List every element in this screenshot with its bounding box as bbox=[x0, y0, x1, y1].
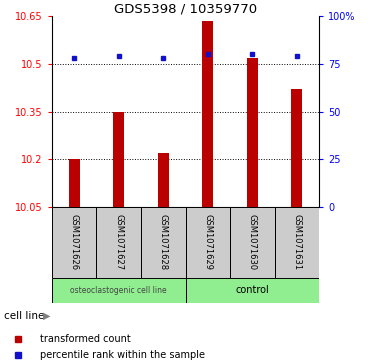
Bar bbox=[202, 21, 213, 207]
Text: GSM1071628: GSM1071628 bbox=[159, 214, 168, 270]
Text: GSM1071627: GSM1071627 bbox=[114, 214, 123, 270]
Text: control: control bbox=[236, 285, 269, 295]
Bar bbox=[52, 207, 96, 278]
Bar bbox=[96, 207, 141, 278]
Bar bbox=[186, 278, 319, 303]
Text: GSM1071629: GSM1071629 bbox=[203, 214, 212, 270]
Bar bbox=[186, 207, 230, 278]
Bar bbox=[113, 112, 124, 207]
Bar bbox=[247, 58, 258, 207]
Text: cell line: cell line bbox=[4, 311, 44, 321]
Text: osteoclastogenic cell line: osteoclastogenic cell line bbox=[70, 286, 167, 295]
Text: transformed count: transformed count bbox=[40, 334, 131, 344]
Bar bbox=[141, 207, 186, 278]
Bar bbox=[230, 207, 275, 278]
Text: GSM1071631: GSM1071631 bbox=[292, 214, 301, 270]
Text: percentile rank within the sample: percentile rank within the sample bbox=[40, 350, 206, 360]
Bar bbox=[158, 153, 169, 207]
Bar bbox=[275, 207, 319, 278]
Text: GSM1071626: GSM1071626 bbox=[70, 214, 79, 270]
Title: GDS5398 / 10359770: GDS5398 / 10359770 bbox=[114, 2, 257, 15]
Bar bbox=[52, 278, 186, 303]
Bar bbox=[291, 89, 302, 207]
Text: ▶: ▶ bbox=[43, 311, 50, 321]
Text: GSM1071630: GSM1071630 bbox=[248, 214, 257, 270]
Bar bbox=[69, 159, 80, 207]
